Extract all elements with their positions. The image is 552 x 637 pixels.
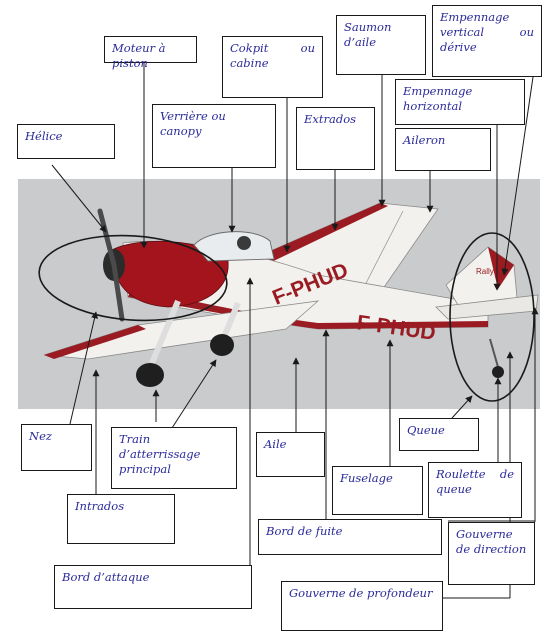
label-intrados: Intrados (67, 494, 175, 544)
label-cokpit: Cokpit ou cabine (222, 36, 323, 98)
label-aileron: Aileron (395, 128, 491, 171)
label-train-line2: principal (119, 462, 171, 476)
label-extrados: Extrados (296, 107, 375, 170)
main-wheel-left (136, 363, 164, 387)
label-helice: Hélice (17, 124, 115, 159)
label-saumon-aile: Saumon d’aile (336, 15, 426, 75)
label-saumon-line2: d’aile (344, 35, 377, 49)
aileron-hinge-line (362, 210, 404, 290)
label-gouverne-dir-line1: Gouverne (456, 527, 513, 541)
label-roulette-line1: Roulette de (436, 467, 514, 481)
label-moteur-a-piston: Moteur à piston (104, 36, 197, 70)
tailwheel (492, 366, 504, 378)
label-emp-vert-line2: vertical ou (440, 25, 534, 39)
label-aileron-text: Aileron (403, 133, 446, 147)
label-train-line1: Train d’atterrissage (119, 432, 201, 461)
label-gouverne-prof-text: Gouverne de profondeur (289, 586, 433, 600)
label-emp-vert-line3: dérive (440, 40, 477, 54)
label-empennage-vertical: Empennage vertical ou dérive (432, 5, 542, 77)
aircraft-photo: F-PHUD F-PHUD Rallye (18, 179, 540, 409)
label-moteur-text: Moteur à piston (112, 41, 166, 70)
main-gear-leg-right (221, 301, 241, 339)
label-gouverne-direction: Gouverne de direction (448, 522, 535, 585)
label-emp-vert-line1: Empennage (440, 10, 510, 24)
label-gouverne-profondeur: Gouverne de profondeur (281, 581, 443, 631)
label-gouverne-dir-line2: de direction (456, 542, 527, 556)
label-fuselage: Fuselage (332, 466, 423, 515)
label-empennage-horizontal: Empennage horizontal (395, 79, 525, 125)
label-bord-de-fuite: Bord de fuite (258, 519, 442, 555)
label-queue-text: Queue (407, 423, 445, 437)
label-helice-text: Hélice (25, 129, 63, 143)
label-roulette-line2: queue (436, 482, 472, 496)
label-emp-horiz-line2: horizontal (403, 99, 463, 113)
label-fuselage-text: Fuselage (340, 471, 393, 485)
label-intrados-text: Intrados (75, 499, 125, 513)
label-cokpit-line2: cabine (230, 56, 269, 70)
label-verriere: Verrière ou canopy (152, 104, 276, 168)
label-aile-text: Aile (264, 437, 287, 451)
label-emp-horiz-line1: Empennage (403, 84, 473, 98)
fin-logo: Rallye (476, 267, 499, 276)
label-saumon-line1: Saumon (344, 20, 392, 34)
label-cokpit-line1: Cokpit ou (230, 41, 315, 55)
main-wheel-right (210, 334, 234, 356)
label-train-atterrissage: Train d’atterrissage principal (111, 427, 237, 489)
label-bord-fuite-text: Bord de fuite (266, 524, 343, 538)
pilot-head (237, 236, 251, 250)
label-aile: Aile (256, 432, 325, 477)
label-verriere-text: Verrière ou canopy (160, 109, 226, 138)
label-bord-attaque: Bord d’attaque (54, 565, 252, 609)
label-roulette-de-queue: Roulette de queue (428, 462, 522, 518)
label-extrados-text: Extrados (304, 112, 357, 126)
label-queue: Queue (399, 418, 479, 451)
label-nez-text: Nez (29, 429, 52, 443)
label-bord-attaque-text: Bord d’attaque (62, 570, 150, 584)
label-nez: Nez (21, 424, 92, 471)
